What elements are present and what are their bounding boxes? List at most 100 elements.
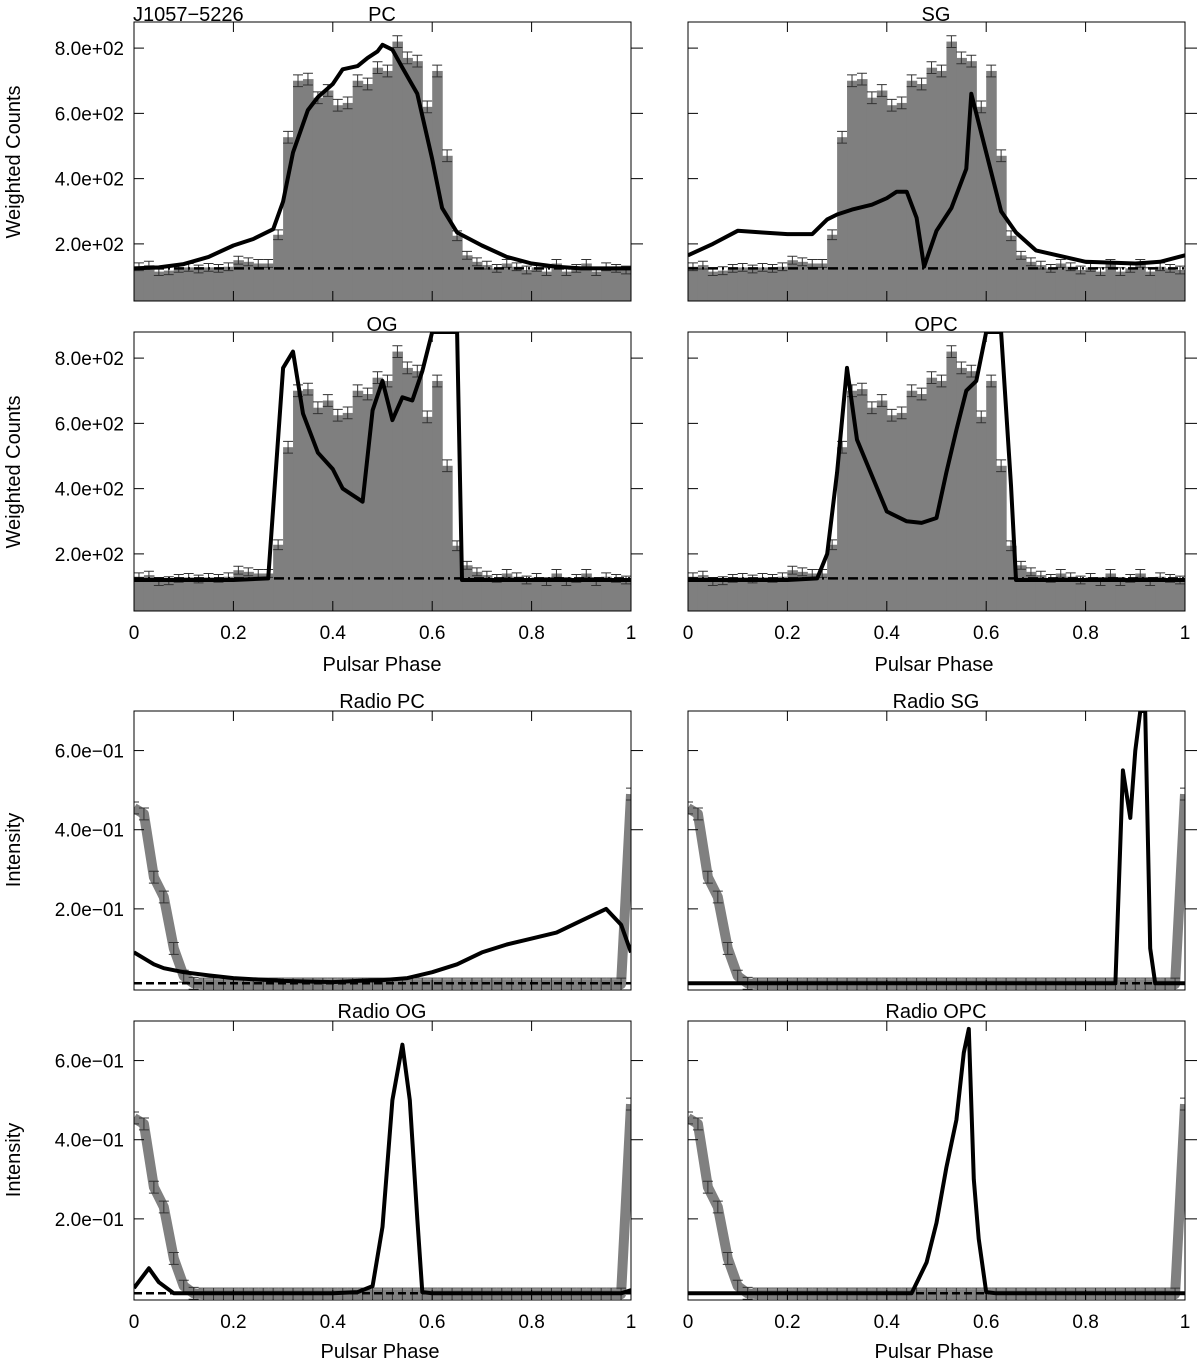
error-bar: [352, 384, 363, 398]
histogram-bar: [916, 84, 928, 301]
histogram-bar: [322, 90, 334, 301]
histogram-bar: [511, 576, 523, 611]
histogram-bar: [1016, 255, 1027, 301]
histogram-bar: [402, 57, 413, 301]
histogram-bar: [521, 580, 533, 611]
histogram-bar: [986, 70, 997, 301]
x-tick-label: 0.8: [518, 1312, 544, 1333]
error-bar: [956, 361, 967, 375]
y-tick-label: 6.0e+02: [55, 104, 124, 125]
histogram-bar: [253, 573, 264, 611]
error-bar: [461, 250, 472, 260]
error-bar: [702, 1180, 713, 1194]
y-tick-label: 6.0e+02: [55, 414, 124, 435]
x-tick-label: 0.2: [220, 623, 246, 644]
histogram-bar: [866, 407, 878, 611]
error-bar: [986, 374, 997, 388]
histogram-bar: [906, 80, 918, 301]
panel-rog: 0 0.2 0.4 0.6 0.8 1 2.0e−01 4.0e−01 6.0e−01: [55, 1020, 643, 1333]
error-bar: [293, 74, 304, 88]
histogram-bar: [392, 351, 403, 611]
histogram-bar: [1035, 575, 1047, 611]
histogram-bar: [462, 255, 473, 301]
histogram-bar: [946, 41, 957, 301]
panel-title-radio-sg: Radio SG: [893, 691, 980, 713]
error-bar: [921, 1287, 932, 1300]
histogram-bar: [352, 80, 364, 301]
error-bar: [402, 51, 413, 65]
error-bar: [233, 565, 244, 575]
panel-title-opc: OPC: [914, 314, 957, 336]
histogram-bar: [362, 84, 374, 301]
error-bar: [946, 35, 957, 48]
y-tick-label: 6.0e−01: [55, 1052, 124, 1073]
histogram-bar: [243, 571, 254, 611]
histogram-bar: [621, 580, 631, 611]
model-curve-rsg: [688, 711, 1185, 986]
histogram-bar: [332, 415, 344, 611]
error-bar: [606, 977, 617, 990]
histogram-bar: [1155, 266, 1166, 301]
error-bar: [886, 98, 897, 112]
y-tick-label: 2.0e−01: [55, 1210, 124, 1231]
histogram-bar: [1135, 573, 1146, 611]
histogram-bar: [322, 400, 334, 611]
histogram-bar: [1055, 263, 1067, 301]
histogram-bar: [442, 465, 453, 611]
x-tick-label: 0.8: [518, 623, 544, 644]
histogram-bar: [1065, 266, 1077, 301]
histogram-bar: [591, 271, 602, 301]
x-axis-label-radio-left: Pulsar Phase: [321, 1341, 440, 1362]
error-bar: [134, 801, 139, 815]
x-tick-label: 0.4: [320, 1312, 347, 1333]
x-tick-label: 0.4: [874, 623, 901, 644]
error-bar: [692, 1117, 703, 1131]
histogram-bar: [876, 90, 888, 301]
histogram-bar: [717, 580, 729, 611]
error-bar: [471, 257, 482, 267]
error-bar: [546, 977, 557, 990]
error-bar: [148, 870, 159, 884]
histogram-bar: [1095, 271, 1107, 301]
error-bar: [876, 84, 887, 97]
error-bar: [392, 345, 403, 358]
histogram-bar: [1065, 576, 1077, 611]
histogram-bar: [1175, 270, 1185, 301]
histogram-bar: [1085, 577, 1097, 611]
y-tick-label: 4.0e+02: [55, 170, 124, 191]
histogram-bar: [847, 390, 858, 611]
error-bar: [342, 96, 353, 110]
error-bar: [168, 942, 179, 955]
histogram-bar: [551, 573, 563, 611]
histogram-bar: [134, 576, 145, 611]
histogram-bar: [283, 137, 294, 301]
x-tick-label: 0.6: [973, 623, 999, 644]
plot-rpc: [134, 787, 631, 990]
histogram-bar: [611, 578, 622, 611]
error-bar: [916, 387, 927, 401]
histogram-bar: [986, 380, 997, 611]
x-tick-label: 0: [683, 623, 694, 644]
histogram-bar: [203, 267, 215, 301]
error-bar: [158, 890, 169, 904]
histogram-bar: [541, 271, 553, 301]
histogram-bar: [1125, 578, 1136, 611]
histogram-bar: [1025, 571, 1037, 611]
error-bar: [936, 64, 947, 78]
histogram-bar: [471, 571, 483, 611]
panel-title-og: OG: [366, 314, 397, 336]
y-tick-label: 4.0e−01: [55, 1131, 124, 1152]
error-bar: [392, 35, 403, 48]
panel-frame: [687, 21, 1186, 302]
panel-frame: [687, 331, 1186, 612]
error-bar: [827, 229, 838, 241]
panel-og: 0 0.2 0.4 0.6 0.8 1 2.0e+02 4.0e+02 6.0e+02 8.0e+…: [55, 331, 643, 644]
histogram-bar: [412, 61, 423, 301]
error-bar: [787, 565, 798, 575]
model-curve-sg: [688, 91, 1185, 269]
error-bar: [362, 77, 373, 91]
histogram-bar: [342, 102, 354, 301]
histogram-bar: [561, 581, 572, 611]
y-tick-label: 8.0e+02: [55, 39, 124, 60]
